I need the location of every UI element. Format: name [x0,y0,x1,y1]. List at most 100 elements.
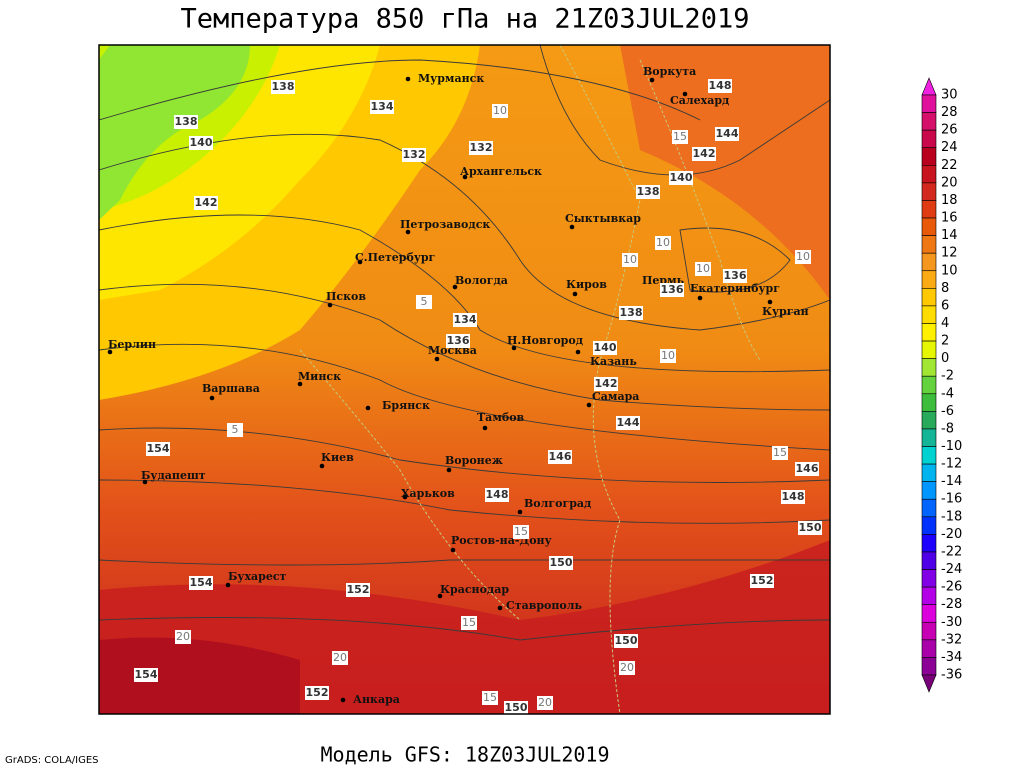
map-frame [98,44,831,715]
colorbar-label: -34 [941,650,962,665]
city-dot [497,605,503,611]
colorbar-segment [921,586,937,605]
contour-label-box [174,115,198,129]
city-label: Варшава [202,382,260,395]
city-dot [405,76,411,82]
height-contour-label: 134 [371,100,394,113]
city-dot [569,224,575,230]
contour-label-box [402,148,426,162]
colorbar-label: 8 [941,281,949,296]
temperature-contour-label: 10 [696,262,710,275]
contour-label-box [482,691,498,705]
city-dot [697,295,703,301]
contour-label-box [672,130,688,144]
height-contour-label: 134 [454,313,477,326]
colorbar-label: 14 [941,228,958,243]
city-label: Воркута [643,65,696,78]
city-label: Казань [590,355,637,368]
height-contour-label: 140 [594,341,617,354]
contour-label-box [619,661,635,675]
height-contour-label: 150 [550,556,573,569]
colorbar-label: 30 [941,88,958,103]
contour-label-box [549,556,573,570]
colorbar-segment [921,551,937,570]
city-label: Бухарест [228,570,287,583]
city-label: Н.Новгород [507,334,583,347]
height-contour-label: 138 [637,185,660,198]
height-contour-label: 144 [617,416,640,429]
colorbar-segment [921,217,937,236]
city-label: Петрозаводск [400,218,490,231]
colorbar-label: -36 [941,668,962,683]
colorbar-label: -8 [941,421,954,436]
colorbar-label: 2 [941,334,949,349]
city-label: Волгоград [524,497,591,510]
contour-label-box [146,442,170,456]
colorbar-label: -26 [941,580,962,595]
city-dot [462,174,468,180]
colorbar-segment [921,428,937,447]
colorbar-segment [921,235,937,254]
temperature-contour-label: 20 [620,661,634,674]
contour-label-box [616,416,640,430]
colorbar-segment [921,129,937,149]
city-label: Анкара [353,693,400,706]
city-dot [682,91,688,97]
height-contour-label: 148 [709,79,732,92]
contour-label-box [370,100,394,114]
city-dot [357,259,363,265]
height-contour-label: 150 [505,701,528,714]
city-dot [327,302,333,308]
colorbar-segment [921,323,937,342]
contour-label-box [781,490,805,504]
temperature-contour-label: 10 [796,250,810,263]
contour-label-box [461,616,477,630]
contour-label-box [655,236,671,250]
temperature-contour-label: 10 [661,349,675,362]
temperature-contour-label: 20 [538,696,552,709]
colorbar-label: -6 [941,404,954,419]
city-label: Киев [321,451,354,464]
contour-label-box [194,196,218,210]
city-label: Мурманск [418,72,484,85]
city-label: Архангельск [460,165,542,178]
contour-label-box [715,127,739,141]
temperature-contour-label: 5 [232,423,239,436]
contour-label-box [504,701,528,714]
height-contour-label: 154 [190,576,213,589]
temperature-contour-label: 15 [462,616,476,629]
city-label: Воронеж [445,454,503,467]
city-label: Харьков [401,487,455,500]
city-dot [434,356,440,362]
contour-label-box [548,450,572,464]
city-dot [340,697,346,703]
height-contour-label: 136 [724,269,747,282]
contour-label-box [346,583,370,597]
colorbar-label: 20 [941,175,958,190]
colorbar-label: 22 [941,158,958,173]
city-label: Будапешт [141,469,206,482]
colorbar-segment [921,446,937,465]
colorbar-label: 18 [941,193,958,208]
city-label: С.Петербург [355,251,436,264]
city-dot [319,463,325,469]
height-contour-label: 146 [796,462,819,475]
city-dot [517,509,523,515]
colorbar-label: -2 [941,369,954,384]
city-dot [482,425,488,431]
city-dot [107,349,113,355]
height-contour-label: 132 [470,141,493,154]
contours [99,45,830,714]
colorbar-label: 28 [941,105,958,120]
city-dot [297,381,303,387]
colorbar-segment [921,481,937,500]
height-contour-label: 142 [693,147,716,160]
height-contour-label: 138 [272,80,295,93]
contour-label-box [636,185,660,199]
contour-label-box [485,488,509,502]
city-label: Сыктывкар [565,212,641,225]
height-contour-label: 148 [782,490,805,503]
map-title: Температура 850 гПа на 21Z03JUL2019 [181,4,750,35]
